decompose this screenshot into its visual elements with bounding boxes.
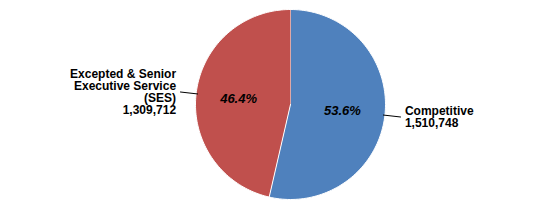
- svg-text:Competitive1,510,748: Competitive1,510,748: [405, 104, 474, 130]
- svg-text:46.4%: 46.4%: [219, 91, 257, 106]
- svg-text:Excepted & SeniorExecutive Ser: Excepted & SeniorExecutive Service(SES)1…: [70, 67, 176, 117]
- svg-text:53.6%: 53.6%: [324, 103, 361, 118]
